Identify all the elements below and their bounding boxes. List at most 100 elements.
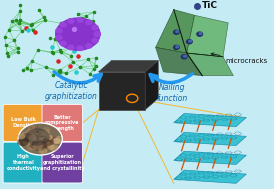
Point xyxy=(48,37,52,40)
Point xyxy=(36,48,40,51)
Polygon shape xyxy=(174,151,246,164)
Point xyxy=(76,55,81,58)
Point xyxy=(26,28,30,31)
Point xyxy=(80,17,85,20)
Point xyxy=(57,70,62,73)
Point xyxy=(71,60,75,63)
Point xyxy=(24,26,28,29)
Circle shape xyxy=(86,20,92,25)
Text: Low Bulk
Density: Low Bulk Density xyxy=(11,118,36,128)
Polygon shape xyxy=(174,113,246,127)
Point xyxy=(72,28,76,31)
Circle shape xyxy=(173,45,179,50)
Point xyxy=(44,66,48,69)
Point xyxy=(12,39,16,42)
Circle shape xyxy=(39,136,42,138)
Point xyxy=(58,69,62,72)
Point xyxy=(88,72,92,75)
Circle shape xyxy=(92,25,98,30)
Circle shape xyxy=(38,137,43,141)
Circle shape xyxy=(60,22,66,27)
Polygon shape xyxy=(156,47,202,76)
Point xyxy=(75,45,79,48)
Circle shape xyxy=(25,128,50,146)
Circle shape xyxy=(28,142,32,145)
Point xyxy=(50,45,54,48)
Circle shape xyxy=(44,141,50,145)
Point xyxy=(64,72,68,75)
Circle shape xyxy=(28,136,37,143)
Circle shape xyxy=(187,40,192,44)
Point xyxy=(28,69,33,72)
Point xyxy=(92,11,96,14)
Point xyxy=(18,19,22,22)
Circle shape xyxy=(56,29,62,33)
Point xyxy=(91,20,95,23)
Point xyxy=(50,52,55,55)
Circle shape xyxy=(18,123,62,155)
Point xyxy=(59,51,63,54)
Circle shape xyxy=(47,145,55,150)
Circle shape xyxy=(48,136,57,143)
Point xyxy=(72,49,76,52)
Point xyxy=(43,19,47,22)
Circle shape xyxy=(22,132,27,136)
Point xyxy=(7,28,11,31)
Circle shape xyxy=(77,46,83,50)
Circle shape xyxy=(26,129,37,137)
Circle shape xyxy=(77,18,83,22)
Point xyxy=(86,58,91,61)
Point xyxy=(18,3,22,6)
Circle shape xyxy=(31,135,41,142)
Circle shape xyxy=(46,135,53,140)
Point xyxy=(15,51,20,54)
Circle shape xyxy=(86,43,92,48)
Circle shape xyxy=(60,41,66,46)
Polygon shape xyxy=(145,60,158,110)
Text: Nailing
function: Nailing function xyxy=(157,83,188,103)
Circle shape xyxy=(36,141,48,149)
Polygon shape xyxy=(99,60,158,72)
Point xyxy=(30,60,34,63)
Point xyxy=(28,23,33,26)
Circle shape xyxy=(35,142,47,151)
Circle shape xyxy=(36,130,45,136)
Polygon shape xyxy=(187,53,233,76)
Circle shape xyxy=(94,32,100,36)
Circle shape xyxy=(53,138,61,144)
Circle shape xyxy=(56,136,61,139)
Circle shape xyxy=(56,18,100,50)
Circle shape xyxy=(30,146,35,150)
Point xyxy=(84,15,88,18)
FancyBboxPatch shape xyxy=(3,142,44,183)
Polygon shape xyxy=(156,10,195,53)
Point xyxy=(21,69,25,72)
Point xyxy=(59,22,64,25)
Point xyxy=(58,71,62,74)
Point xyxy=(17,22,21,25)
Point xyxy=(30,23,34,26)
Point xyxy=(25,66,30,69)
Circle shape xyxy=(173,30,179,34)
Text: High
thermal
conductivity: High thermal conductivity xyxy=(6,154,40,171)
Circle shape xyxy=(181,55,187,59)
Circle shape xyxy=(41,137,46,141)
Point xyxy=(56,59,61,62)
Circle shape xyxy=(27,131,33,135)
Circle shape xyxy=(42,131,49,136)
Circle shape xyxy=(56,35,62,40)
Point xyxy=(42,16,46,19)
Point xyxy=(93,64,98,67)
Circle shape xyxy=(176,46,178,48)
Circle shape xyxy=(38,147,47,154)
Point xyxy=(30,29,35,32)
Point xyxy=(68,65,72,68)
Point xyxy=(10,20,14,23)
Circle shape xyxy=(41,137,48,141)
Point xyxy=(4,43,8,46)
Point xyxy=(15,46,20,49)
Circle shape xyxy=(23,139,32,146)
Circle shape xyxy=(68,19,74,23)
Circle shape xyxy=(28,135,36,141)
Circle shape xyxy=(25,130,33,136)
